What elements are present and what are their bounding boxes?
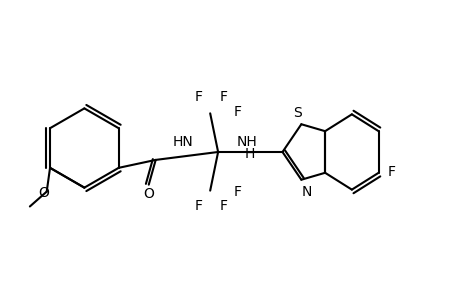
Text: NH: NH (236, 135, 257, 149)
Text: F: F (194, 200, 202, 214)
Text: F: F (219, 200, 228, 214)
Text: F: F (234, 105, 241, 119)
Text: HN: HN (173, 135, 193, 149)
Text: O: O (143, 187, 154, 201)
Text: H: H (244, 147, 254, 161)
Text: F: F (219, 91, 228, 104)
Text: S: S (292, 106, 301, 120)
Text: O: O (38, 186, 49, 200)
Text: N: N (302, 184, 312, 199)
Text: F: F (386, 165, 395, 179)
Text: F: F (194, 91, 202, 104)
Text: F: F (234, 184, 241, 199)
